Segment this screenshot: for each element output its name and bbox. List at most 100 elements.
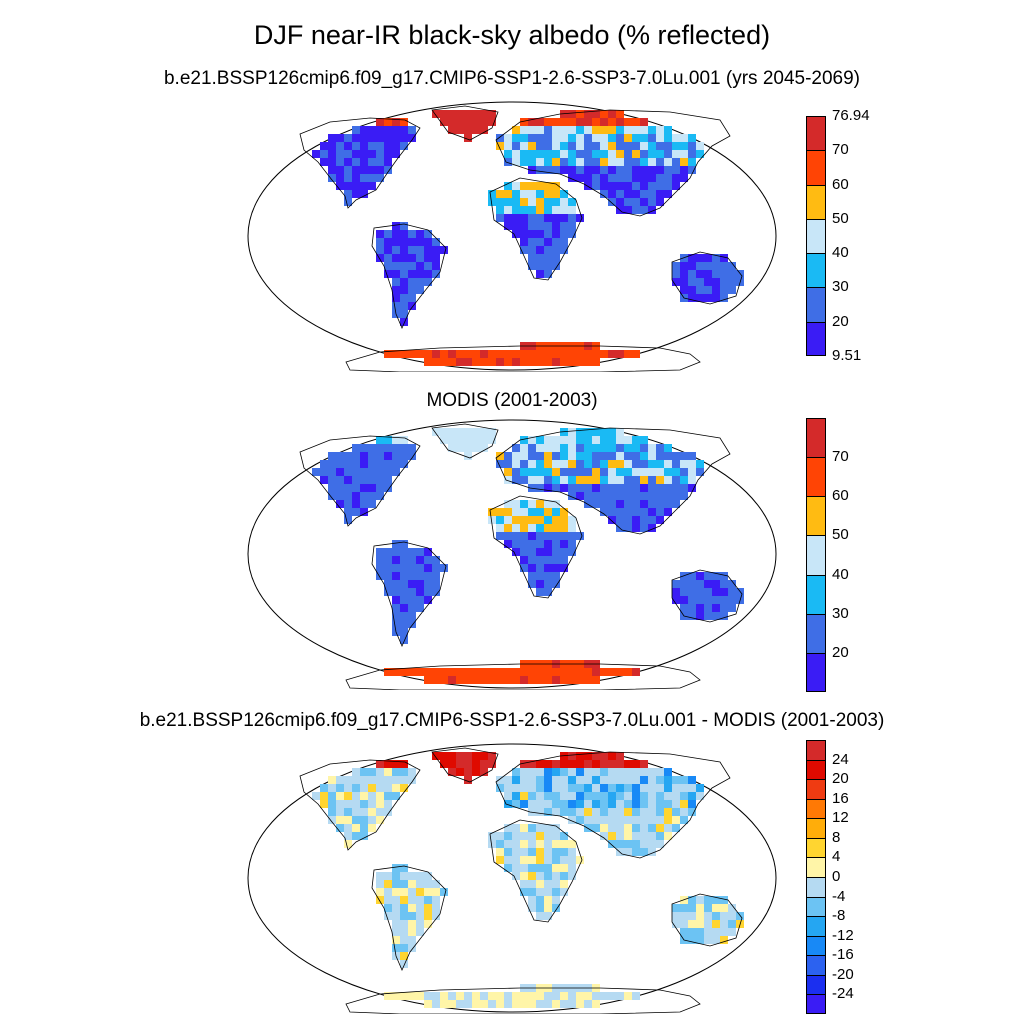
land-cell (664, 460, 672, 468)
land-cell (368, 468, 376, 476)
land-cell (376, 484, 384, 492)
land-cell (648, 508, 656, 516)
land-cell (416, 230, 424, 238)
land-cell (520, 476, 528, 484)
land-cell (328, 174, 336, 182)
land-cell (424, 872, 432, 880)
land-cell (432, 896, 440, 904)
land-cell (680, 278, 688, 286)
land-cell (376, 238, 384, 246)
land-cell (400, 928, 408, 936)
land-cell (568, 776, 576, 784)
panel1-map (247, 101, 777, 372)
land-cell (584, 484, 592, 492)
land-cell (544, 784, 552, 792)
land-cell (608, 190, 616, 198)
figure-title: DJF near-IR black-sky albedo (% reflecte… (253, 20, 771, 50)
land-cell (352, 476, 360, 484)
land-cell (504, 668, 512, 676)
land-cell (552, 556, 560, 564)
land-cell (672, 278, 680, 286)
land-cell (336, 174, 344, 182)
land-cell (528, 468, 536, 476)
land-cell (600, 800, 608, 808)
land-cell (376, 158, 384, 166)
land-cell (544, 476, 552, 484)
land-cell (608, 452, 616, 460)
land-cell (528, 134, 536, 142)
land-cell (640, 808, 648, 816)
land-cell (608, 126, 616, 134)
land-cell (624, 492, 632, 500)
land-cell (504, 832, 512, 840)
land-cell (400, 246, 408, 254)
land-cell (568, 126, 576, 134)
land-cell (336, 452, 344, 460)
land-cell (392, 246, 400, 254)
land-cell (552, 262, 560, 270)
land-cell (488, 358, 496, 366)
land-cell (520, 142, 528, 150)
land-cell (600, 824, 608, 832)
land-cell (416, 880, 424, 888)
coastline-europeAsia (495, 427, 731, 535)
land-cell (688, 142, 696, 150)
land-cell (600, 832, 608, 840)
land-cell (536, 880, 544, 888)
land-cell (512, 222, 520, 230)
land-cell (384, 150, 392, 158)
land-cell (384, 436, 392, 444)
land-cell (520, 832, 528, 840)
land-cell (616, 428, 624, 436)
land-cell (544, 864, 552, 872)
land-cell (384, 896, 392, 904)
land-cell (384, 262, 392, 270)
land-cell (448, 436, 456, 444)
land-cell (352, 492, 360, 500)
land-cell (432, 246, 440, 254)
land-cell (400, 612, 408, 620)
land-cell (704, 604, 712, 612)
land-cell (536, 238, 544, 246)
land-cell (624, 150, 632, 158)
land-cell (392, 126, 400, 134)
land-cell (616, 760, 624, 768)
land-cell (552, 564, 560, 572)
land-cell (672, 452, 680, 460)
land-cell (528, 832, 536, 840)
land-cell (320, 158, 328, 166)
land-cell (576, 158, 584, 166)
land-cell (344, 174, 352, 182)
land-cell (488, 760, 496, 768)
land-cell (536, 580, 544, 588)
land-cell (584, 760, 592, 768)
land-cell (312, 792, 320, 800)
colorbar-segment (806, 974, 826, 995)
land-cell (400, 992, 408, 1000)
land-cell (320, 142, 328, 150)
land-cell (528, 262, 536, 270)
land-cell (392, 142, 400, 150)
land-cell (584, 126, 592, 134)
land-cell (576, 452, 584, 460)
land-cell (560, 776, 568, 784)
colorbar-tick-label: -12 (832, 926, 854, 944)
land-cell (408, 286, 416, 294)
land-cell (384, 230, 392, 238)
land-cell (696, 596, 704, 604)
land-cell (400, 126, 408, 134)
land-cell (728, 904, 736, 912)
land-cell (584, 118, 592, 126)
land-cell (624, 516, 632, 524)
land-cell (408, 596, 416, 604)
land-cell (616, 784, 624, 792)
land-cell (552, 436, 560, 444)
land-cell (616, 516, 624, 524)
land-cell (664, 784, 672, 792)
land-cell (648, 800, 656, 808)
land-cell (648, 468, 656, 476)
land-cell (608, 198, 616, 206)
land-cell (592, 444, 600, 452)
land-cell (664, 452, 672, 460)
land-cell (536, 888, 544, 896)
